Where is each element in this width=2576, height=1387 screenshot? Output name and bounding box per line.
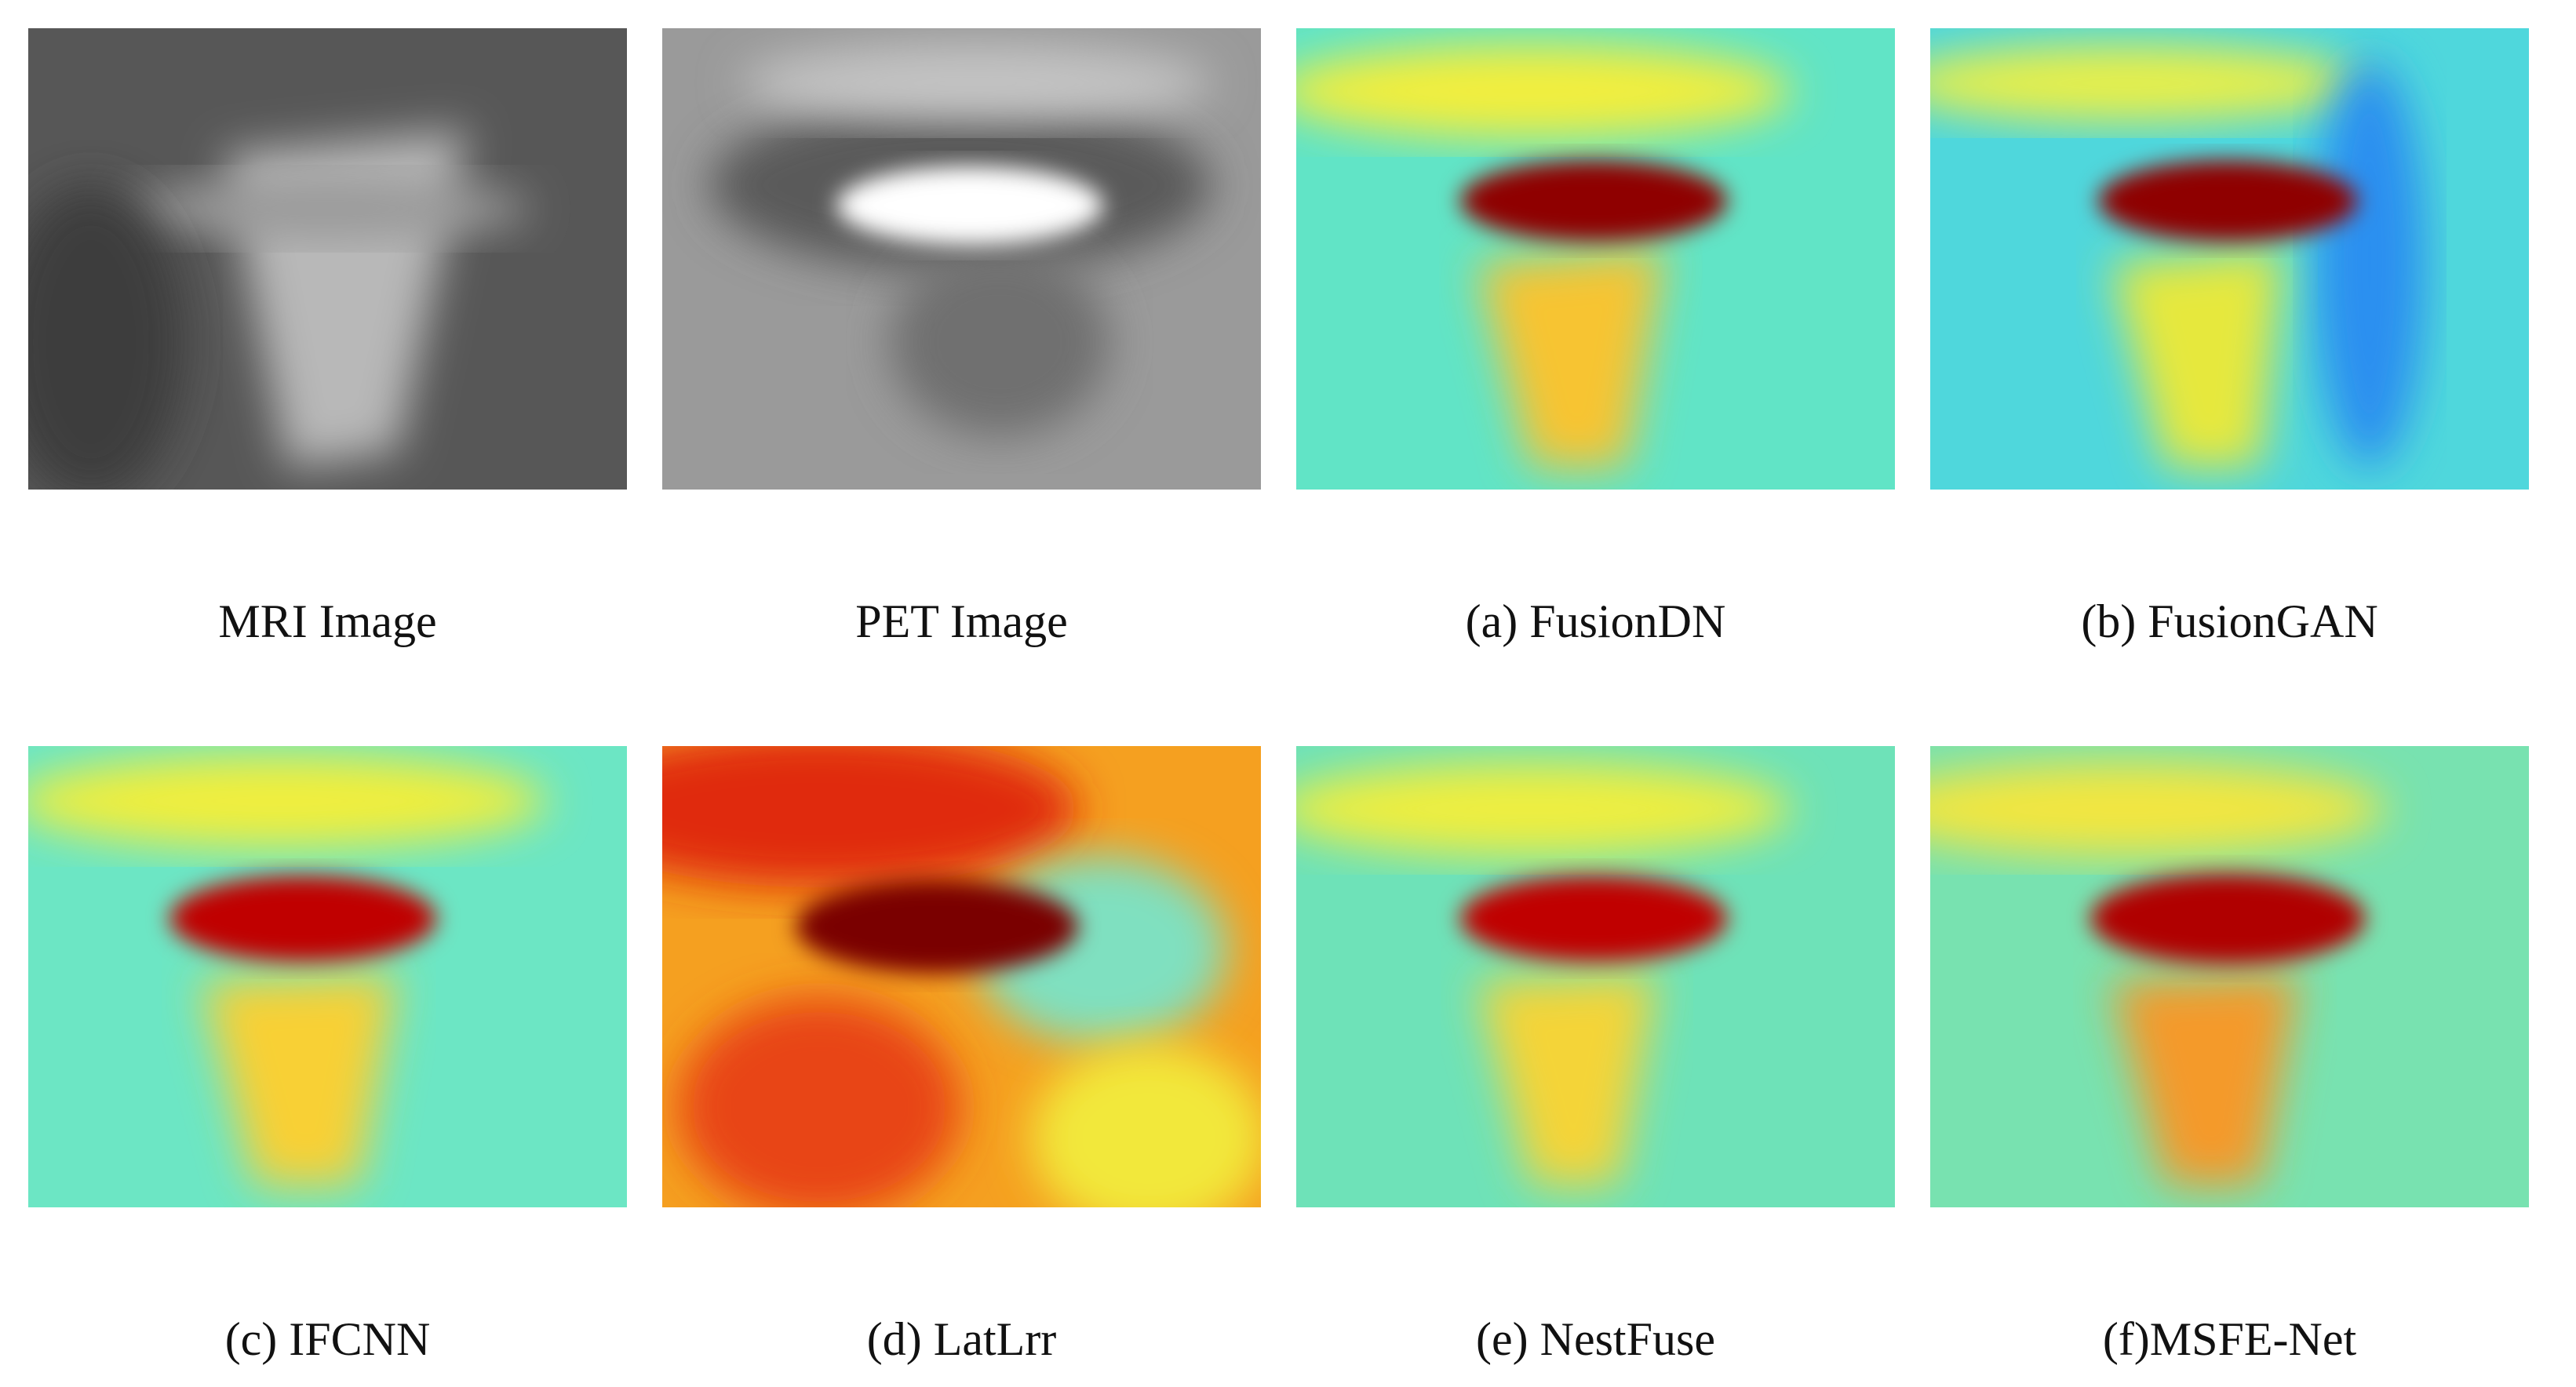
panel [1930,28,2529,490]
panel [662,28,1261,490]
panel [662,746,1261,1207]
panel-image [1296,28,1895,490]
panel-image [1930,746,2529,1207]
panel-image [662,28,1261,490]
panel [28,746,627,1207]
panel [1296,746,1895,1207]
panel-image [662,746,1261,1207]
panel-caption: PET Image [855,595,1068,647]
panel-image [28,28,627,490]
panel-caption: (c) IFCNN [225,1313,431,1365]
panel-caption: (a) FusionDN [1466,595,1726,647]
panel-caption: (b) FusionGAN [2081,595,2377,647]
panel [1296,28,1895,490]
panel [1930,746,2529,1207]
panel-image [28,746,627,1207]
panel-caption: (e) NestFuse [1476,1313,1715,1365]
panel-image [1296,746,1895,1207]
panel-image [1930,28,2529,490]
panel [28,28,627,490]
panel-caption: (d) LatLrr [867,1313,1057,1365]
panel-caption: MRI Image [218,595,436,647]
panel-caption: (f)MSFE-Net [2103,1313,2357,1365]
